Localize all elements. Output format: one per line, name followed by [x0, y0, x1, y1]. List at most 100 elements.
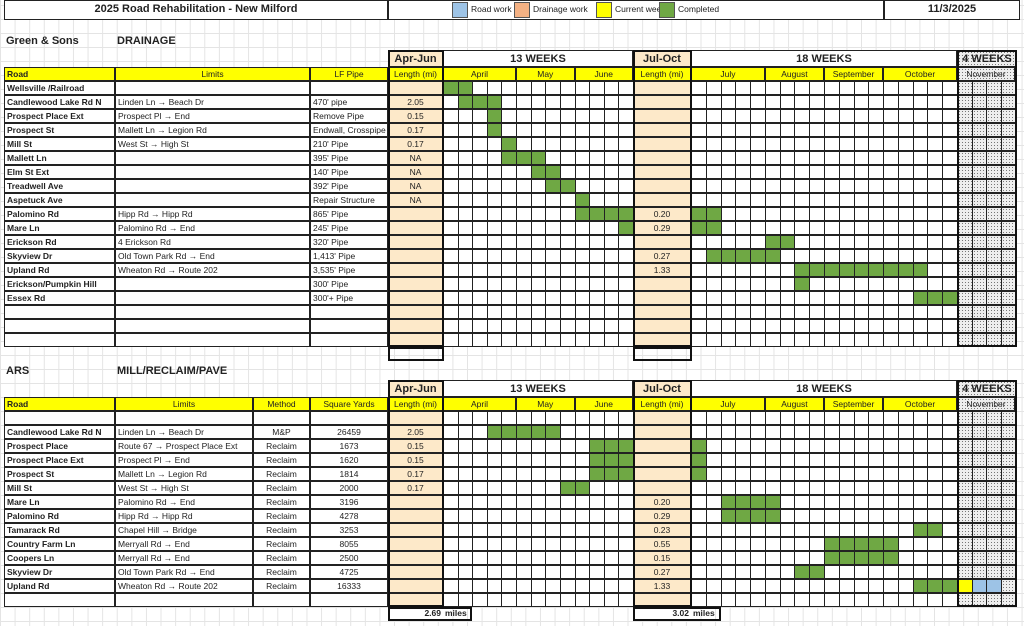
- cell-c4: [310, 593, 388, 607]
- week-cell: [705, 193, 722, 207]
- week-cell: [824, 509, 840, 523]
- week-cell: [912, 425, 929, 439]
- week-cell: [809, 137, 825, 151]
- week-cell: [457, 593, 474, 607]
- week-cell: [794, 467, 811, 481]
- week-cell: [443, 179, 459, 193]
- week-cell: [501, 593, 518, 607]
- week-cell: [779, 305, 796, 319]
- week-cell: [957, 123, 973, 137]
- week-cell: [986, 109, 1002, 123]
- q3-length: [633, 453, 691, 467]
- week-cell: [942, 221, 958, 235]
- week-cell: [574, 207, 591, 221]
- week-cell: [603, 411, 620, 425]
- week-cell: [559, 109, 576, 123]
- week-cell: [853, 193, 870, 207]
- cell-method: Reclaim: [253, 481, 310, 495]
- week-cell: [957, 333, 973, 347]
- week-cell: [750, 221, 766, 235]
- q2-length: [388, 509, 443, 523]
- week-cell: [735, 453, 752, 467]
- week-cell: [824, 109, 840, 123]
- week-cell: [853, 221, 870, 235]
- week-cell: [574, 523, 591, 537]
- week-cell: [735, 509, 752, 523]
- week-cell: [530, 235, 547, 249]
- cell-road: Skyview Dr: [4, 565, 115, 579]
- week-cell: [897, 249, 914, 263]
- week-cell: [750, 207, 766, 221]
- week-cell: [868, 565, 885, 579]
- week-cell: [545, 593, 561, 607]
- week-cell: [618, 221, 634, 235]
- week-cell: [443, 579, 459, 593]
- week-cell: [530, 249, 547, 263]
- week-cell: [457, 453, 474, 467]
- week-cell: [618, 95, 634, 109]
- week-cell: [824, 95, 840, 109]
- week-cell: [603, 305, 620, 319]
- week-cell: [603, 425, 620, 439]
- week-cell: [838, 291, 855, 305]
- week-cell: [472, 579, 488, 593]
- week-cell: [559, 509, 576, 523]
- week-cell: [735, 537, 752, 551]
- week-cell: [735, 467, 752, 481]
- week-cell: [750, 565, 766, 579]
- week-cell: [838, 495, 855, 509]
- cell-limits: Merryall Rd → End: [115, 551, 253, 565]
- week-cell: [809, 151, 825, 165]
- week-cell: [720, 551, 737, 565]
- week-cell: [559, 333, 576, 347]
- week-cell: [942, 263, 958, 277]
- week-cell: [853, 593, 870, 607]
- week-cell: [809, 165, 825, 179]
- week-cell: [516, 333, 532, 347]
- week-cell: [457, 439, 474, 453]
- week-cell: [720, 207, 737, 221]
- week-cell: [618, 319, 634, 333]
- week-cell: [986, 509, 1002, 523]
- week-cell: [868, 453, 885, 467]
- week-cell: [559, 467, 576, 481]
- week-cell: [705, 81, 722, 95]
- week-cell: [559, 319, 576, 333]
- week-cell: [750, 481, 766, 495]
- week-cell: [764, 207, 781, 221]
- week-cell: [868, 235, 885, 249]
- week-cell: [927, 179, 944, 193]
- week-cell: [574, 123, 591, 137]
- week-cell: [986, 235, 1002, 249]
- week-cell: [942, 593, 958, 607]
- week-cell: [705, 495, 722, 509]
- week-cell: [486, 495, 503, 509]
- week-cell: [720, 523, 737, 537]
- week-cell: [486, 123, 503, 137]
- week-cell: [764, 123, 781, 137]
- week-cell: [603, 579, 620, 593]
- week-cell: [457, 249, 474, 263]
- week-cell: [530, 467, 547, 481]
- week-cell: [853, 551, 870, 565]
- week-cell: [1000, 207, 1016, 221]
- week-cell: [764, 551, 781, 565]
- week-cell: [443, 263, 459, 277]
- cell-road: [4, 333, 115, 347]
- week-cell: [486, 277, 503, 291]
- week-cell: [457, 467, 474, 481]
- week-cell: [1000, 523, 1016, 537]
- week-cell: [516, 151, 532, 165]
- week-cell: [589, 453, 605, 467]
- week-cell: [838, 439, 855, 453]
- cell-limits: [115, 305, 310, 319]
- week-cell: [927, 333, 944, 347]
- week-cell: [603, 221, 620, 235]
- week-cell: [486, 291, 503, 305]
- week-cell: [618, 123, 634, 137]
- week-cell: [735, 221, 752, 235]
- cell-c3: 210' Pipe: [310, 137, 388, 151]
- q3-length: 1.33: [633, 263, 691, 277]
- week-cell: [912, 165, 929, 179]
- week-cell: [559, 439, 576, 453]
